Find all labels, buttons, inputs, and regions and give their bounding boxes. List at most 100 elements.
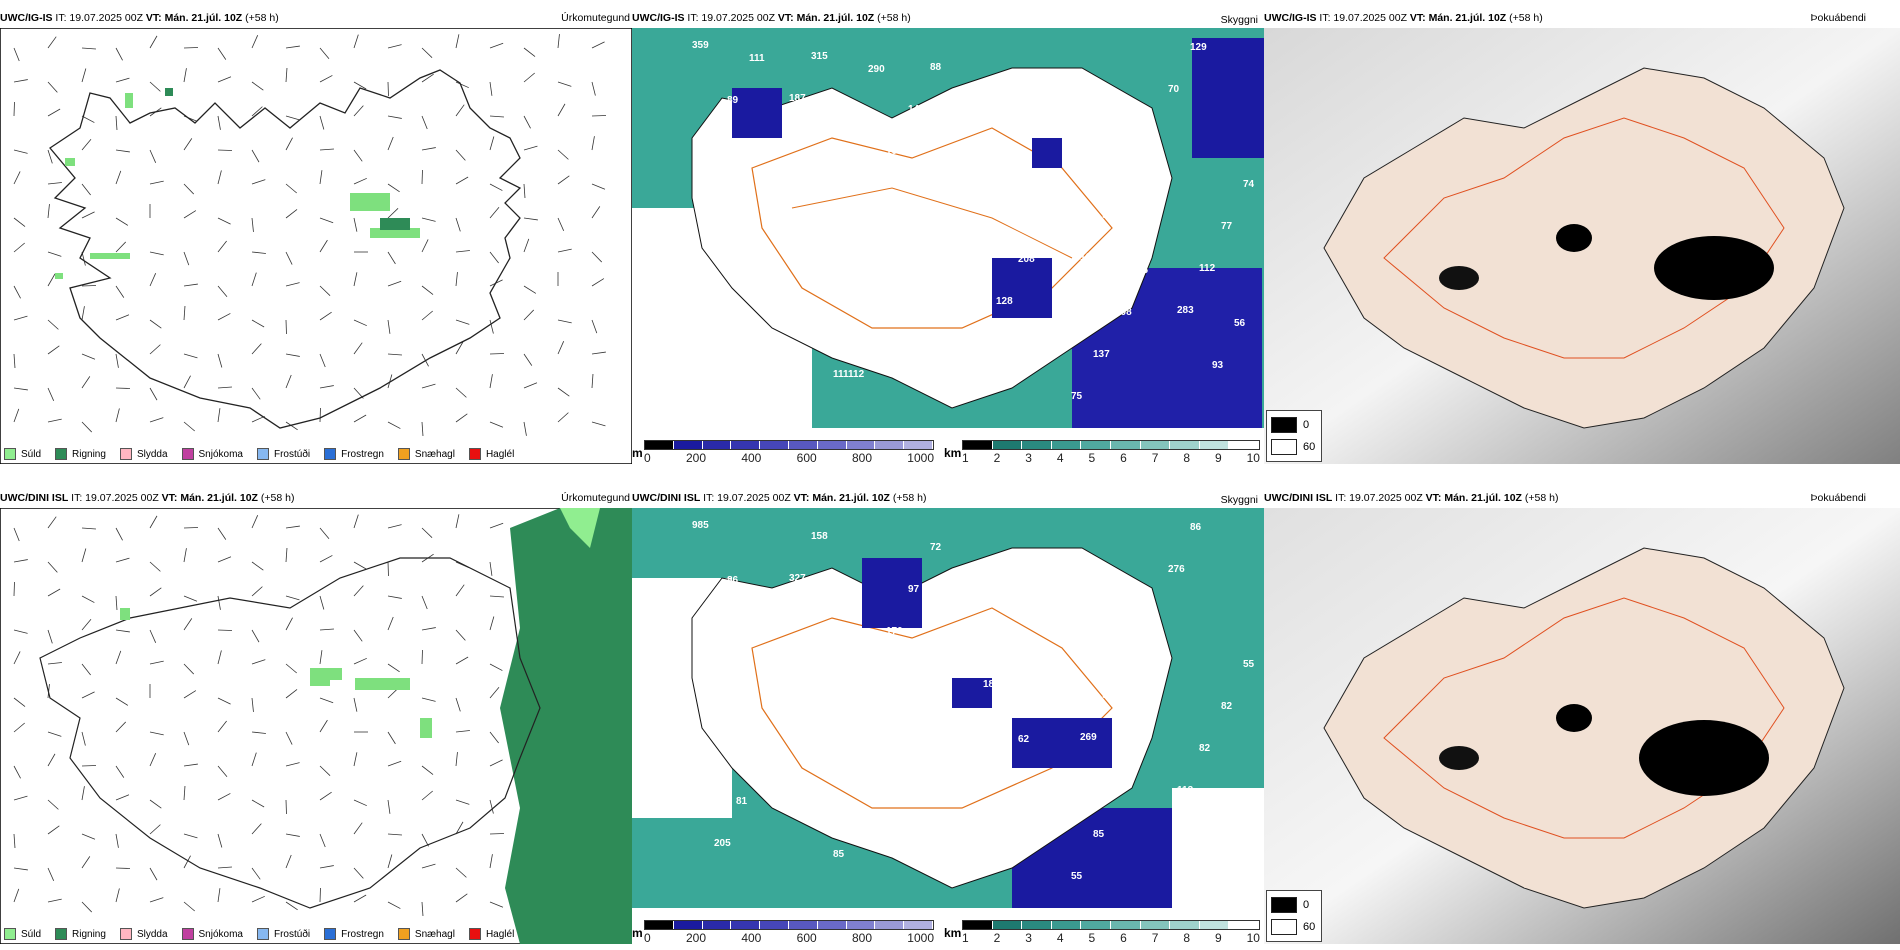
init-time: IT: 19.07.2025 00Z (55, 12, 143, 24)
visibility-colorbar: 1 2 3 4 5 6 7 8 9 10 (962, 920, 1260, 944)
wind-barb (421, 790, 433, 801)
lead-time: (+58 h) (1509, 12, 1543, 24)
fog-high: 60 (1303, 441, 1316, 453)
wind-barb (81, 68, 87, 83)
wind-barb (285, 353, 300, 357)
wind-barb (285, 731, 293, 745)
wind-barb (115, 353, 119, 368)
wind-barb (217, 720, 227, 733)
wind-barb (149, 753, 157, 767)
wind-barb (251, 697, 254, 712)
visibility-value-label: 38 (965, 117, 977, 128)
wind-barb (455, 176, 469, 185)
wind-barb (217, 888, 221, 903)
wind-barb (285, 421, 298, 431)
wind-barb (81, 548, 87, 563)
wind-barb (353, 149, 363, 162)
wind-barb (319, 719, 328, 733)
wind-barb (421, 833, 429, 847)
visibility-value-label: 146 (758, 274, 775, 285)
wind-barb (455, 149, 466, 161)
wind-barb (47, 731, 62, 737)
fog-legend: 0 60 (1266, 410, 1322, 462)
wind-barb (47, 108, 61, 117)
field-name: Úrkomutegund (561, 492, 630, 504)
wind-barb (591, 251, 603, 263)
vt-label: VT: (1425, 492, 1442, 504)
wind-barb (81, 833, 96, 840)
wind-barb (353, 514, 359, 529)
visibility-ticks: 1 2 3 4 5 6 7 8 9 10 (962, 451, 1260, 464)
wind-barb (115, 149, 130, 153)
wind-barb (557, 175, 570, 185)
wind-barb (285, 282, 300, 287)
ceiling-colorbar: 0 200 400 600 800 1000 (644, 920, 934, 944)
scale-tick: 400 (741, 451, 762, 464)
wind-barb (183, 283, 198, 287)
wind-barb (81, 183, 91, 196)
visibility-value-label: 82 (1221, 701, 1233, 712)
wind-barb (47, 898, 62, 903)
wind-barb (251, 586, 263, 597)
legend-label: Slydda (136, 928, 168, 940)
visibility-value-label: 985 (692, 520, 709, 531)
visibility-value-label: 47 (855, 807, 867, 818)
visibility-value-label: 126 (899, 723, 916, 734)
scale-tick: 1000 (907, 931, 934, 944)
visibility-value-label: 290 (868, 64, 885, 75)
wind-barb (455, 319, 470, 325)
panel-title: UWC/DINI ISL IT: 19.07.2025 00Z VT: Mán.… (0, 492, 294, 508)
scale-tick: 800 (851, 931, 872, 944)
wind-barb (13, 171, 21, 185)
visibility-value-label: 83 (1049, 73, 1061, 84)
legend-item: Frostregn (324, 448, 384, 460)
wind-barb (217, 313, 231, 321)
legend-item: Snjókoma (181, 448, 243, 460)
wind-barb (149, 515, 158, 529)
ceiling-unit: m (632, 446, 643, 460)
wind-barb (489, 183, 503, 191)
wind-barb (455, 821, 464, 835)
wind-barb (523, 285, 537, 294)
wind-barb (217, 240, 227, 253)
wind-barb (183, 251, 190, 266)
wind-barb (251, 515, 259, 529)
scale-tick: 8 (1183, 451, 1191, 464)
legend-item: Slydda (119, 928, 168, 940)
wind-barb (387, 44, 402, 49)
wind-barb (319, 628, 334, 631)
visibility-colorbar: 1 2 3 4 5 6 7 8 9 10 (962, 440, 1260, 464)
wind-barb (47, 662, 62, 665)
wind-barb (13, 527, 20, 542)
model-name: UWC/IG-IS (0, 12, 53, 24)
wind-barb (421, 901, 424, 916)
visibility-value-label: 31 (824, 628, 836, 639)
panel-top-precip: UWC/IG-IS IT: 19.07.2025 00Z VT: Mán. 21… (0, 12, 632, 464)
wind-barb (557, 248, 572, 253)
wind-barb (591, 351, 606, 355)
wind-barb (251, 319, 265, 328)
visibility-value-label: 269 (1080, 732, 1097, 743)
wind-barb (285, 68, 288, 83)
visibility-value-label: 276 (1168, 564, 1185, 575)
fog-map (1264, 28, 1900, 464)
legend-swatch (119, 928, 132, 940)
wind-barb (319, 765, 331, 777)
wind-barb (421, 421, 424, 436)
wind-barb (115, 170, 122, 185)
wind-barb (421, 310, 433, 321)
wind-barb (285, 209, 298, 219)
wind-barb (591, 41, 605, 49)
legend-label: Snjókoma (198, 928, 243, 940)
wind-barb (13, 79, 28, 83)
wind-barb (149, 273, 157, 287)
iceland-outline (49, 69, 522, 429)
wind-barb (387, 854, 393, 869)
legend-swatch (468, 448, 481, 460)
wind-barb (251, 217, 254, 232)
visibility-labels: 359 187 104 343 161 283 457 315 146 129 99 112 115 11… (692, 40, 1255, 402)
wind-barb (13, 795, 28, 801)
wind-barb (217, 285, 228, 297)
wind-barb (455, 413, 468, 423)
wind-barb (421, 527, 433, 539)
